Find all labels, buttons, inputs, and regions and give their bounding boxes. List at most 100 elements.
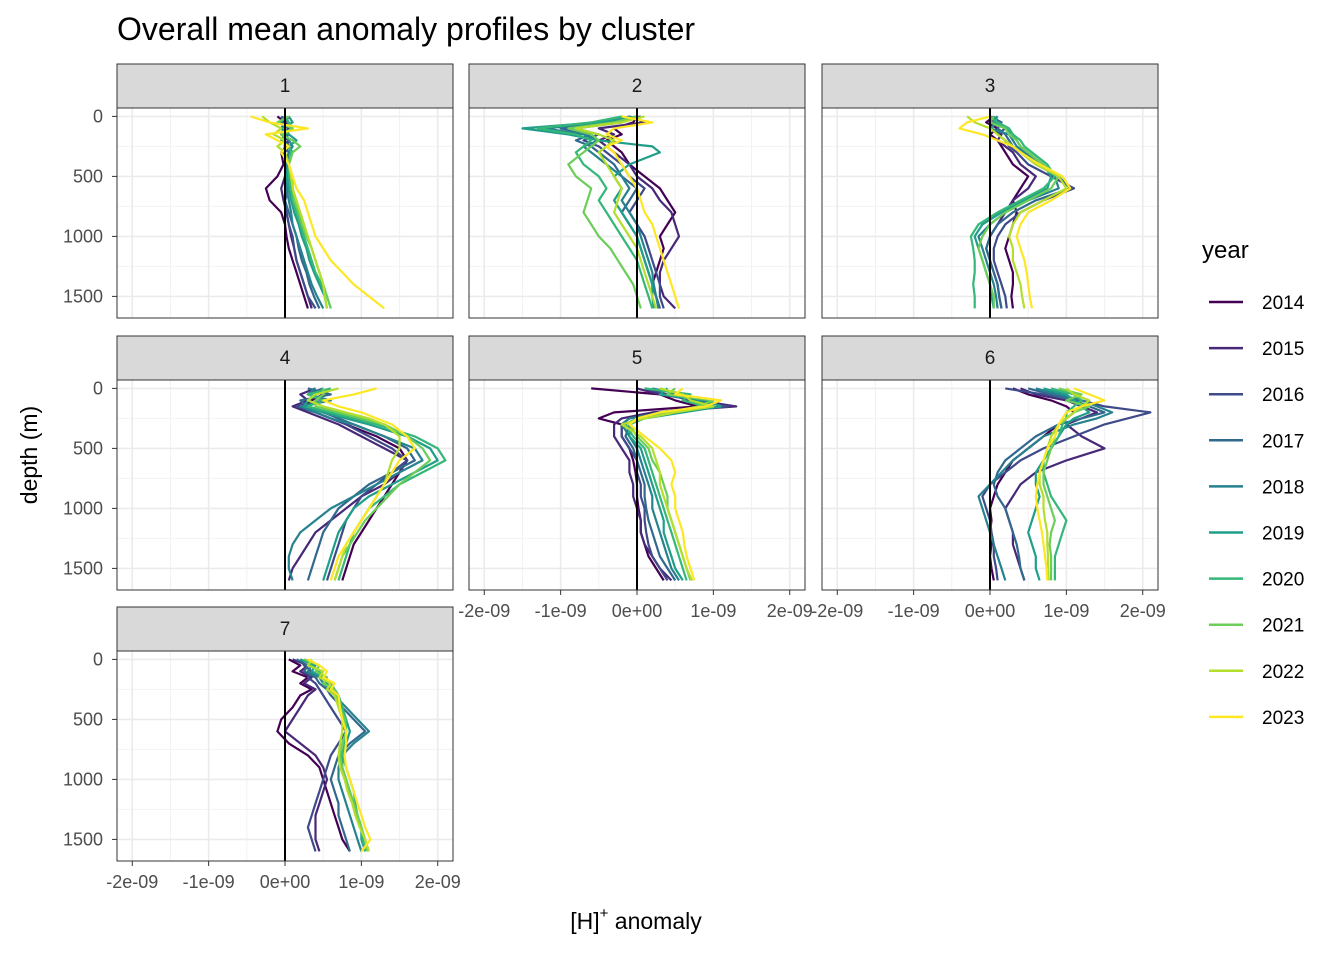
strip-label-7: 7: [280, 619, 291, 640]
legend-item-2023: 2023: [1209, 708, 1304, 729]
series-line-2018: [977, 387, 1114, 581]
x-axis-panel-7: -2e-09 -1e-09 0e+00 1e-09 2e-09: [106, 861, 461, 892]
panel-2: 2: [468, 63, 806, 319]
series-group: [958, 115, 1076, 309]
x-tick-label: -1e-09: [183, 872, 235, 892]
strip-6: [821, 335, 1159, 381]
y-tick-label: 0: [93, 106, 103, 126]
series-line-2019: [1027, 387, 1091, 581]
legend-item-2017: 2017: [1209, 431, 1304, 452]
panel-1: 1 0 500 1000 1500: [63, 63, 454, 319]
legend: year 2014 2015 2016 2017 2018 2019 2020 2021 202…: [1202, 237, 1305, 729]
series-group: [977, 387, 1152, 581]
series-line-2019: [303, 387, 439, 581]
series-line-2020: [536, 115, 654, 309]
legend-item-2019: 2019: [1209, 524, 1304, 545]
series-line-2019: [280, 115, 329, 309]
chart-title: Overall mean anomaly profiles by cluster: [117, 11, 695, 47]
legend-item-2014: 2014: [1209, 293, 1305, 314]
legend-label-2015: 2015: [1262, 339, 1304, 360]
x-tick-label: 2e-09: [1120, 601, 1166, 621]
x-axis-title-main: [H]: [570, 908, 599, 934]
legend-label-2018: 2018: [1262, 477, 1304, 498]
series-line-2022: [574, 115, 658, 309]
series-line-2019: [521, 115, 662, 309]
y-tick-label: 500: [73, 166, 103, 186]
legend-label-2014: 2014: [1262, 293, 1305, 314]
legend-item-2021: 2021: [1209, 616, 1304, 637]
series-line-2016: [299, 658, 348, 852]
legend-label-2022: 2022: [1262, 662, 1304, 683]
legend-item-2022: 2022: [1209, 662, 1304, 683]
y-tick-label: 1500: [63, 286, 103, 306]
panel-border: [116, 379, 454, 591]
strip-2: [468, 63, 806, 109]
x-axis-title-rest: anomaly: [608, 908, 702, 934]
panel-3: 3: [821, 63, 1159, 319]
series-group: [521, 115, 681, 310]
strip-label-6: 6: [985, 348, 996, 369]
legend-label-2023: 2023: [1262, 708, 1304, 729]
panel-4: 4 0 500 1000 1500: [63, 335, 454, 591]
series-line-2022: [261, 115, 329, 309]
strip-1: [116, 63, 454, 109]
legend-label-2017: 2017: [1262, 431, 1304, 452]
series-line-2021: [567, 115, 642, 309]
series-line-2023: [1034, 387, 1106, 581]
legend-item-2018: 2018: [1209, 477, 1304, 498]
panel-6: 6: [821, 335, 1159, 591]
strip-label-5: 5: [632, 348, 643, 369]
y-tick-label: 1500: [63, 558, 103, 578]
x-tick-label: -2e-09: [811, 601, 863, 621]
x-tick-label: -1e-09: [535, 601, 587, 621]
x-axis-panel-6: -2e-09 -1e-09 0e+00 1e-09 2e-09: [811, 590, 1166, 621]
strip-label-1: 1: [280, 76, 291, 97]
series-line-2023: [958, 115, 1072, 309]
strip-label-2: 2: [632, 76, 643, 97]
series-line-2023: [628, 387, 723, 581]
series-line-2014: [605, 115, 677, 309]
legend-label-2016: 2016: [1262, 385, 1304, 406]
x-tick-label: -2e-09: [458, 601, 510, 621]
strip-5: [468, 335, 806, 381]
y-tick-label: 1500: [63, 829, 103, 849]
panel-5: 5: [468, 335, 806, 591]
strip-3: [821, 63, 1159, 109]
series-line-2014: [985, 115, 1030, 309]
x-tick-label: -1e-09: [888, 601, 940, 621]
legend-items: 2014 2015 2016 2017 2018 2019 2020 2021 2022 2023: [1209, 293, 1305, 729]
x-axis-title-superscript: +: [600, 905, 609, 922]
x-axis-title: [H]+ anomaly: [570, 905, 702, 934]
strip-7: [116, 606, 454, 652]
y-tick-label: 500: [73, 709, 103, 729]
x-tick-label: 1e-09: [338, 872, 384, 892]
y-axis-title: depth (m): [16, 406, 42, 504]
series-line-2018: [287, 387, 424, 581]
y-tick-label: 1000: [63, 769, 103, 789]
series-line-2023: [322, 387, 416, 581]
series-line-2021: [977, 115, 1060, 309]
series-line-2023: [605, 115, 681, 309]
y-tick-label: 1000: [63, 498, 103, 518]
x-tick-label: 1e-09: [1043, 601, 1089, 621]
series-line-2021: [1042, 387, 1091, 581]
legend-item-2016: 2016: [1209, 385, 1304, 406]
series-line-2014: [988, 387, 1076, 581]
legend-item-2020: 2020: [1209, 570, 1304, 591]
series-line-2017: [992, 387, 1106, 581]
series-line-2020: [969, 115, 1057, 309]
series-group: [276, 658, 372, 853]
panel-border: [116, 107, 454, 319]
series-line-2023: [250, 115, 385, 310]
legend-label-2021: 2021: [1262, 616, 1304, 637]
series-line-2019: [628, 387, 723, 581]
series-line-2023: [307, 658, 372, 853]
series-group: [287, 387, 447, 581]
x-tick-label: 2e-09: [415, 872, 461, 892]
panel-border: [468, 107, 806, 319]
legend-item-2015: 2015: [1209, 339, 1304, 360]
x-tick-label: -2e-09: [106, 872, 158, 892]
x-tick-label: 0e+00: [260, 872, 311, 892]
x-tick-label: 0e+00: [965, 601, 1016, 621]
